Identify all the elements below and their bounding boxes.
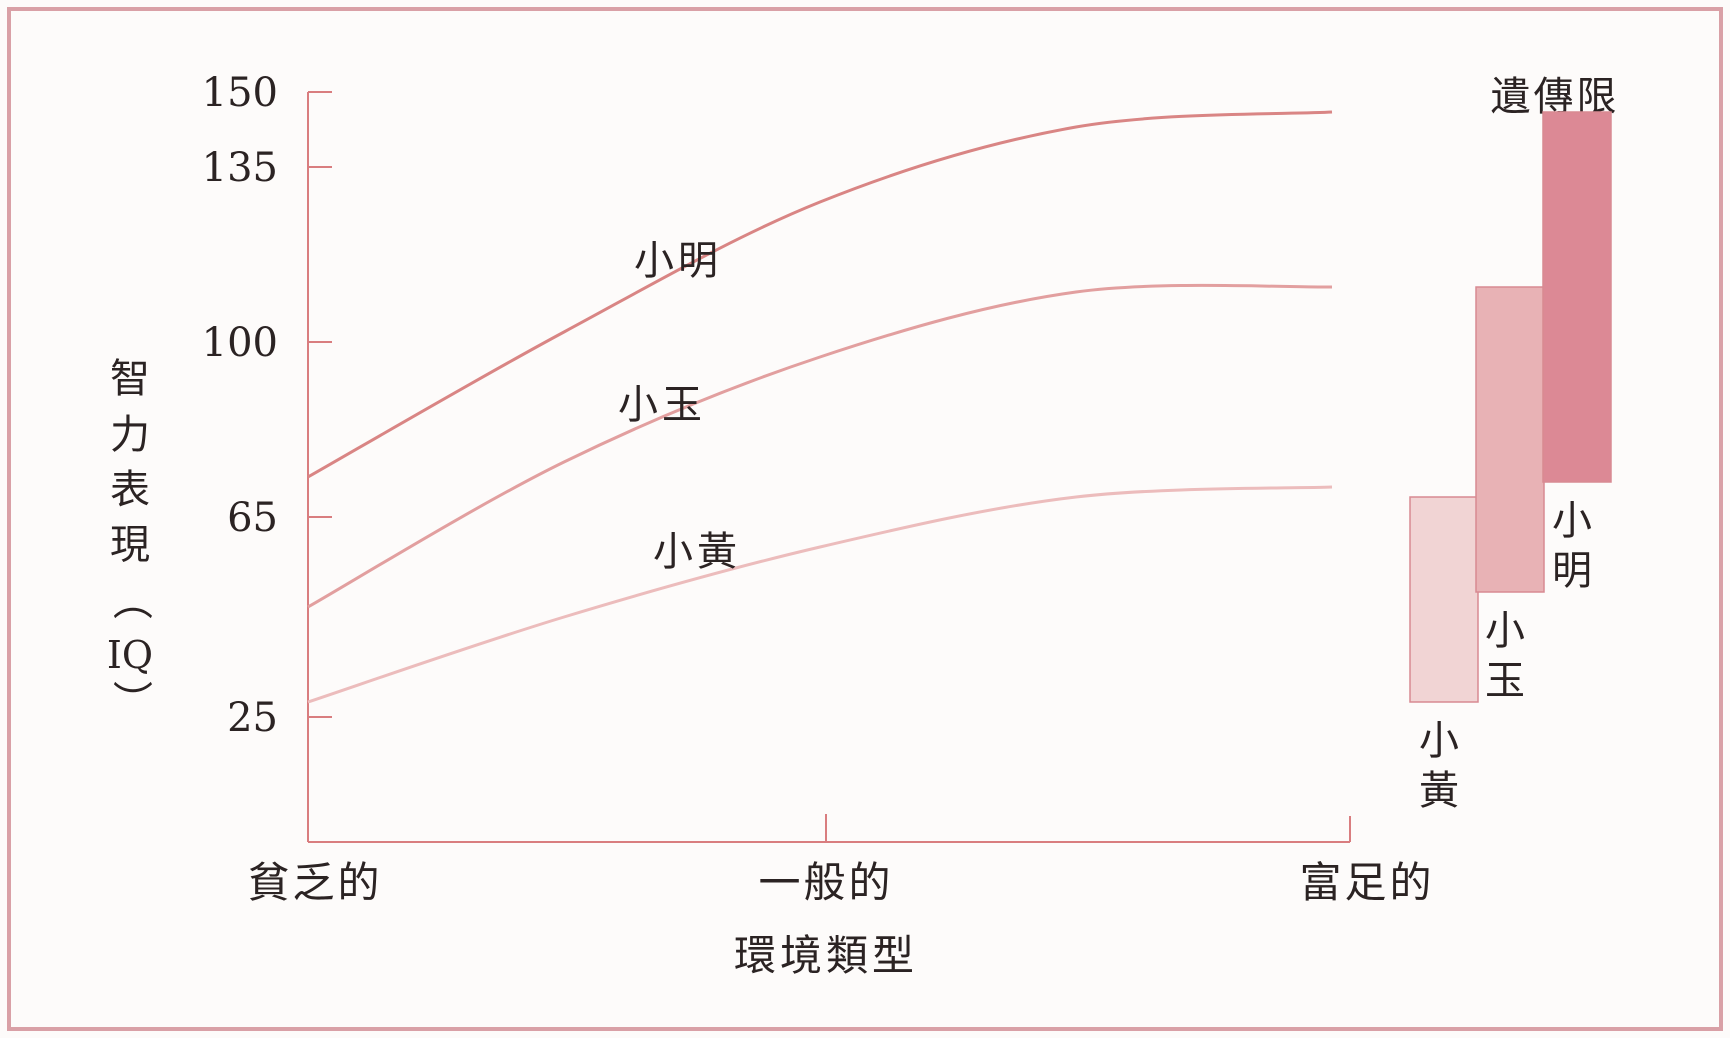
y-label-char: 表 <box>110 467 150 513</box>
y-tick-label: 100 <box>202 320 278 366</box>
x-axis-label: 環境類型 <box>734 931 918 980</box>
range-bar-label-char: 玉 <box>1485 658 1525 704</box>
range-bar-label-char: 黃 <box>1419 768 1459 814</box>
x-tick-label: 富足的 <box>1299 858 1434 907</box>
y-tick-label: 135 <box>202 145 278 191</box>
y-tick-label: 150 <box>202 70 278 116</box>
x-axis: 貧乏的 一般的 富足的 <box>247 814 1434 907</box>
range-bar-label-char: 小 <box>1419 718 1459 764</box>
y-label-char: ） <box>108 680 154 720</box>
range-bar-label-char: 小 <box>1552 498 1592 544</box>
y-label-char: IQ <box>107 633 153 677</box>
x-tick-label: 一般的 <box>758 858 893 907</box>
y-tick-label: 25 <box>227 695 278 741</box>
series-label: 小玉 <box>618 382 706 428</box>
series-line <box>307 283 1333 609</box>
y-tick-label: 65 <box>227 495 278 541</box>
range-bar-label-char: 小 <box>1485 608 1525 654</box>
series-label: 小黃 <box>653 529 741 575</box>
range-bar-label-char: 明 <box>1552 548 1592 594</box>
y-label-char: 力 <box>110 412 150 458</box>
range-bar <box>1409 496 1479 703</box>
x-tick-label: 貧乏的 <box>247 858 382 907</box>
series-line <box>307 110 1333 479</box>
series-line <box>307 485 1333 704</box>
y-label-char: （ <box>108 580 154 620</box>
y-label-char: 現 <box>110 522 150 568</box>
y-axis: 25 65 100 135 150 <box>202 70 332 842</box>
series-label: 小明 <box>634 238 722 284</box>
range-bar <box>1542 111 1612 483</box>
range-bar <box>1475 286 1545 593</box>
y-label-char: 智 <box>110 356 150 402</box>
frame-border <box>7 7 1723 1031</box>
